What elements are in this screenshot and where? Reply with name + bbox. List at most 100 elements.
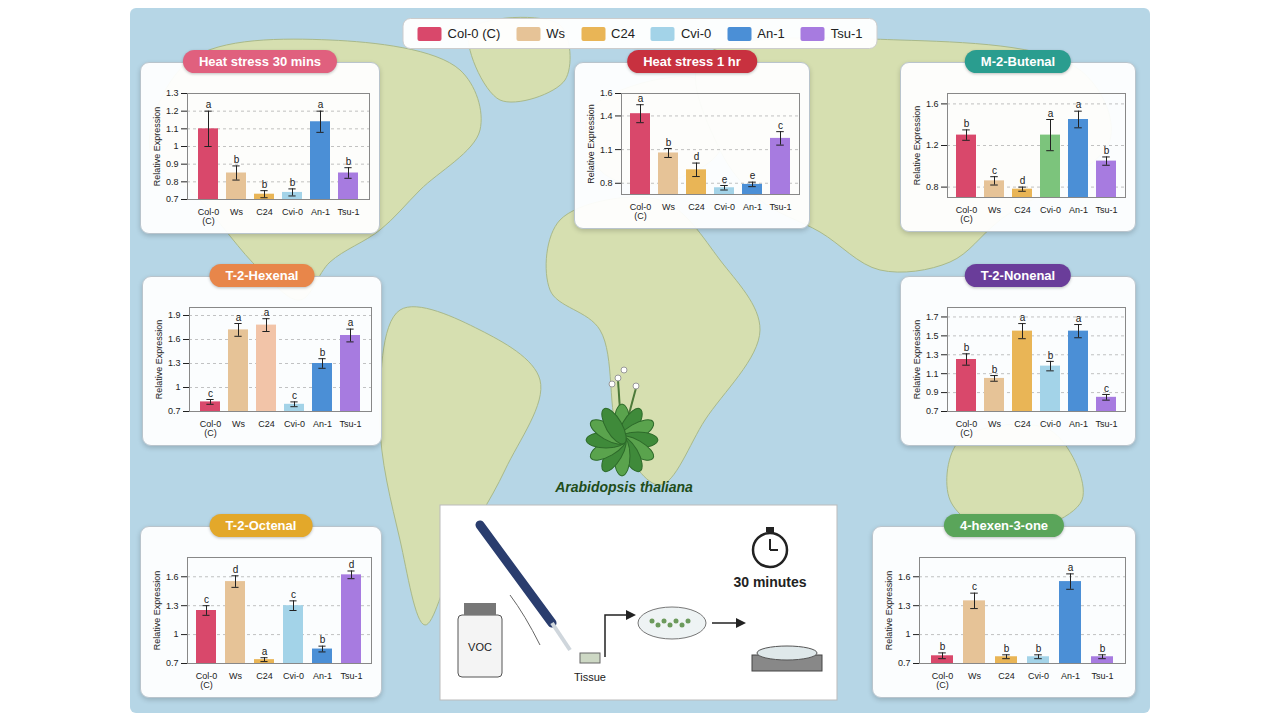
svg-text:a: a [206, 99, 212, 110]
svg-text:c: c [204, 594, 209, 605]
svg-text:a: a [348, 317, 354, 328]
svg-text:Cvi-0: Cvi-0 [1028, 671, 1049, 681]
svg-text:b: b [262, 179, 268, 190]
svg-text:b: b [320, 634, 326, 645]
svg-text:1: 1 [173, 141, 178, 151]
svg-text:0.7: 0.7 [898, 658, 911, 668]
svg-text:Cvi-0: Cvi-0 [1040, 419, 1061, 429]
svg-text:d: d [233, 564, 239, 575]
svg-text:C24: C24 [998, 671, 1015, 681]
svg-text:0.8: 0.8 [166, 177, 179, 187]
svg-text:Cvi-0: Cvi-0 [282, 207, 303, 217]
svg-text:1.1: 1.1 [166, 124, 179, 134]
svg-text:a: a [1020, 312, 1026, 323]
svg-text:An-1: An-1 [1069, 205, 1088, 215]
svg-text:Tsu-1: Tsu-1 [1095, 419, 1117, 429]
svg-text:Tsu-1: Tsu-1 [339, 419, 361, 429]
svg-text:Ws: Ws [988, 205, 1001, 215]
svg-text:Col-0(C): Col-0(C) [196, 671, 218, 690]
svg-text:C24: C24 [688, 202, 705, 212]
svg-text:b: b [1100, 643, 1106, 654]
svg-text:0.7: 0.7 [166, 194, 179, 204]
svg-text:Tissue: Tissue [574, 671, 606, 683]
svg-text:b: b [1048, 350, 1054, 361]
svg-text:0.9: 0.9 [926, 387, 939, 397]
svg-text:0.8: 0.8 [600, 178, 613, 188]
svg-text:1.2: 1.2 [166, 106, 179, 116]
svg-text:An-1: An-1 [1069, 419, 1088, 429]
svg-text:0.7: 0.7 [168, 406, 181, 416]
svg-text:b: b [964, 118, 970, 129]
svg-text:Tsu-1: Tsu-1 [1095, 205, 1117, 215]
svg-text:b: b [290, 177, 296, 188]
svg-text:C24: C24 [256, 207, 273, 217]
svg-text:a: a [236, 312, 242, 323]
svg-text:a: a [1048, 108, 1054, 119]
svg-text:Relative Expression: Relative Expression [912, 320, 922, 400]
svg-text:Relative Expression: Relative Expression [152, 571, 162, 651]
svg-text:Relative Expression: Relative Expression [586, 104, 596, 184]
svg-text:b: b [234, 154, 240, 165]
svg-text:c: c [778, 120, 783, 131]
svg-text:Ws: Ws [968, 671, 981, 681]
svg-text:Tsu-1: Tsu-1 [1091, 671, 1113, 681]
svg-text:e: e [750, 170, 756, 181]
svg-text:Col-0(C): Col-0(C) [200, 419, 222, 438]
svg-text:a: a [318, 99, 324, 110]
svg-text:1.4: 1.4 [600, 111, 613, 121]
svg-text:Col-0(C): Col-0(C) [956, 419, 978, 438]
svg-text:An-1: An-1 [743, 202, 762, 212]
svg-text:1.5: 1.5 [926, 331, 939, 341]
svg-text:c: c [208, 388, 213, 399]
svg-text:Relative Expression: Relative Expression [884, 571, 894, 651]
svg-text:0.8: 0.8 [926, 182, 939, 192]
svg-text:a: a [1076, 313, 1082, 324]
svg-text:a: a [262, 646, 268, 657]
svg-text:1.3: 1.3 [168, 358, 181, 368]
svg-text:1.1: 1.1 [600, 144, 613, 154]
svg-text:C24: C24 [256, 671, 273, 681]
svg-text:Cvi-0: Cvi-0 [1040, 205, 1061, 215]
svg-text:1.9: 1.9 [168, 310, 181, 320]
svg-text:a: a [264, 307, 270, 318]
svg-text:c: c [972, 581, 977, 592]
svg-text:Ws: Ws [230, 207, 243, 217]
svg-text:Ws: Ws [229, 671, 242, 681]
svg-text:Ws: Ws [662, 202, 675, 212]
svg-text:d: d [694, 151, 700, 162]
svg-text:Col-0(C): Col-0(C) [198, 207, 220, 226]
svg-text:1: 1 [173, 629, 178, 639]
svg-text:0.7: 0.7 [166, 658, 179, 668]
svg-text:1.3: 1.3 [166, 88, 179, 98]
svg-text:b: b [964, 342, 970, 353]
svg-text:Relative Expression: Relative Expression [154, 320, 164, 400]
svg-text:Cvi-0: Cvi-0 [283, 671, 304, 681]
svg-text:0.9: 0.9 [166, 159, 179, 169]
svg-text:An-1: An-1 [1061, 671, 1080, 681]
svg-text:0.7: 0.7 [926, 406, 939, 416]
svg-text:Relative Expression: Relative Expression [152, 107, 162, 187]
svg-text:b: b [992, 364, 998, 375]
svg-text:An-1: An-1 [311, 207, 330, 217]
svg-text:Ws: Ws [988, 419, 1001, 429]
svg-text:c: c [1104, 383, 1109, 394]
svg-text:An-1: An-1 [313, 671, 332, 681]
svg-text:1.3: 1.3 [898, 601, 911, 611]
svg-text:a: a [1068, 562, 1074, 573]
svg-text:Ws: Ws [232, 419, 245, 429]
svg-text:Arabidopsis thaliana: Arabidopsis thaliana [554, 479, 693, 495]
svg-text:1.1: 1.1 [926, 369, 939, 379]
svg-text:Col-0(C): Col-0(C) [932, 671, 954, 690]
svg-text:b: b [1004, 643, 1010, 654]
svg-text:b: b [346, 156, 352, 167]
svg-text:a: a [1076, 99, 1082, 110]
svg-text:1.7: 1.7 [926, 312, 939, 322]
svg-text:1.6: 1.6 [168, 334, 181, 344]
svg-text:Col-0(C): Col-0(C) [630, 202, 652, 221]
svg-text:C24: C24 [1014, 419, 1031, 429]
svg-text:a: a [638, 93, 644, 104]
svg-text:c: c [291, 589, 296, 600]
svg-text:Relative Expression: Relative Expression [912, 106, 922, 186]
svg-text:b: b [1036, 643, 1042, 654]
svg-text:b: b [666, 137, 672, 148]
